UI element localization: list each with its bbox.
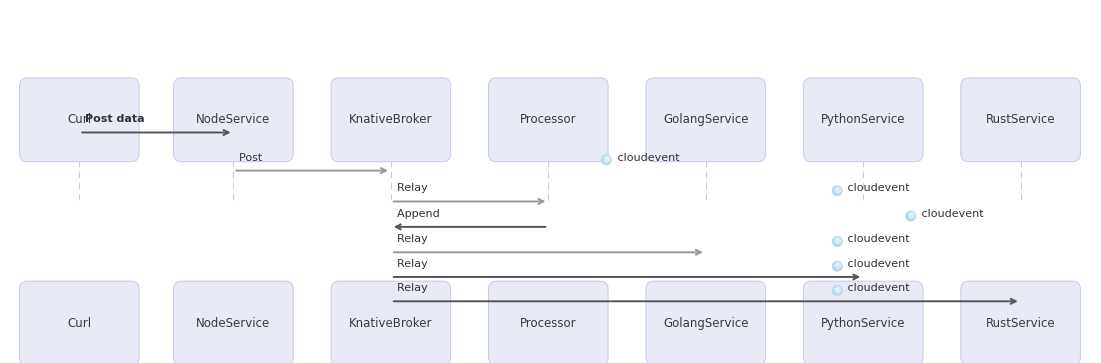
FancyBboxPatch shape (20, 281, 139, 363)
Text: cloudevent: cloudevent (918, 209, 983, 219)
FancyBboxPatch shape (174, 281, 293, 363)
Text: GolangService: GolangService (663, 113, 749, 126)
Circle shape (831, 261, 842, 272)
Text: cloudevent: cloudevent (844, 234, 911, 244)
Circle shape (909, 213, 913, 216)
Circle shape (907, 212, 915, 219)
Circle shape (835, 286, 841, 293)
FancyBboxPatch shape (961, 78, 1080, 162)
Text: cloudevent: cloudevent (844, 183, 911, 193)
FancyBboxPatch shape (804, 78, 923, 162)
Text: Post data: Post data (85, 114, 145, 125)
Circle shape (836, 238, 839, 241)
Text: Relay: Relay (396, 234, 432, 244)
Text: PythonService: PythonService (821, 113, 905, 126)
Text: KnativeBroker: KnativeBroker (349, 113, 433, 126)
Circle shape (835, 186, 841, 193)
Text: RustService: RustService (985, 113, 1056, 126)
Text: PythonService: PythonService (821, 317, 905, 330)
Text: cloudevent: cloudevent (613, 152, 679, 163)
FancyBboxPatch shape (20, 78, 139, 162)
Text: RustService: RustService (985, 317, 1056, 330)
Text: Post: Post (239, 152, 266, 163)
Text: Relay: Relay (396, 259, 432, 269)
Circle shape (603, 155, 611, 163)
Text: cloudevent: cloudevent (844, 259, 911, 269)
Circle shape (831, 236, 842, 247)
Circle shape (836, 263, 839, 266)
FancyBboxPatch shape (646, 78, 765, 162)
Text: Relay: Relay (396, 283, 432, 293)
FancyBboxPatch shape (489, 281, 608, 363)
Circle shape (905, 211, 916, 222)
Circle shape (606, 156, 609, 160)
Circle shape (836, 187, 839, 191)
Text: NodeService: NodeService (196, 113, 271, 126)
Text: KnativeBroker: KnativeBroker (349, 317, 433, 330)
FancyBboxPatch shape (489, 78, 608, 162)
FancyBboxPatch shape (331, 281, 450, 363)
Text: GolangService: GolangService (663, 317, 749, 330)
Circle shape (601, 154, 612, 166)
Text: Processor: Processor (520, 317, 577, 330)
Circle shape (835, 262, 841, 269)
FancyBboxPatch shape (174, 78, 293, 162)
FancyBboxPatch shape (804, 281, 923, 363)
Text: Append: Append (396, 209, 443, 219)
Circle shape (831, 185, 842, 196)
Text: Curl: Curl (67, 317, 91, 330)
Circle shape (836, 287, 839, 290)
Circle shape (831, 285, 842, 296)
Circle shape (835, 237, 841, 244)
Text: Processor: Processor (520, 113, 577, 126)
FancyBboxPatch shape (646, 281, 765, 363)
Text: Curl: Curl (67, 113, 91, 126)
FancyBboxPatch shape (331, 78, 450, 162)
Text: cloudevent: cloudevent (844, 283, 911, 293)
Text: Relay: Relay (396, 183, 432, 193)
Text: NodeService: NodeService (196, 317, 271, 330)
FancyBboxPatch shape (961, 281, 1080, 363)
